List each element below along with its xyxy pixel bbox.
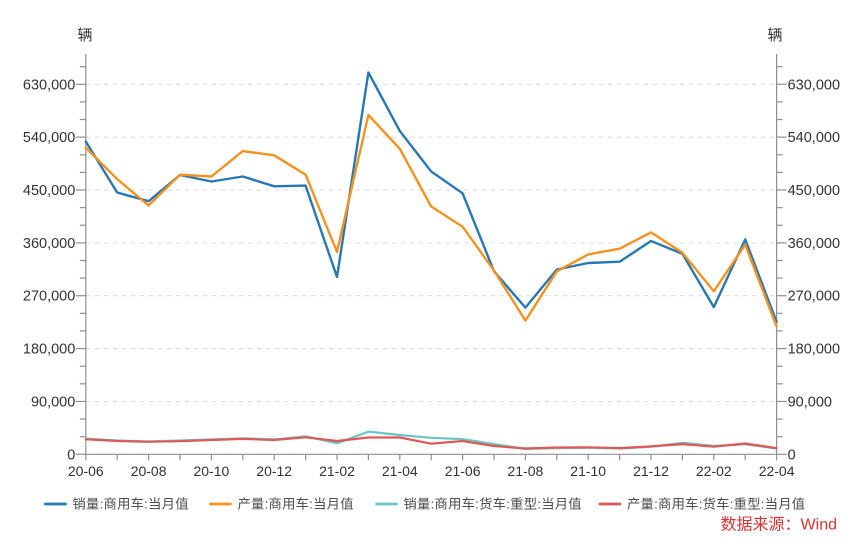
svg-text:辆: 辆 (77, 27, 92, 44)
svg-text:销量:商用车:货车:重型:当月值: 销量:商用车:货车:重型:当月值 (404, 496, 582, 512)
svg-text:630,000: 630,000 (788, 77, 840, 93)
svg-text:0: 0 (67, 447, 75, 463)
svg-text:22-04: 22-04 (759, 463, 795, 479)
svg-text:22-02: 22-02 (696, 463, 732, 479)
svg-text:180,000: 180,000 (788, 342, 840, 358)
svg-text:540,000: 540,000 (23, 130, 75, 146)
svg-text:产量:商用车:货车:重型:当月值: 产量:商用车:货车:重型:当月值 (627, 496, 805, 512)
svg-text:数据来源：Wind: 数据来源：Wind (721, 516, 837, 534)
svg-text:630,000: 630,000 (23, 77, 75, 93)
svg-text:270,000: 270,000 (788, 289, 840, 305)
svg-text:辆: 辆 (767, 27, 782, 44)
svg-text:450,000: 450,000 (23, 183, 75, 199)
svg-text:90,000: 90,000 (31, 394, 75, 410)
svg-text:21-02: 21-02 (319, 463, 355, 479)
svg-text:180,000: 180,000 (23, 342, 75, 358)
svg-text:20-10: 20-10 (193, 463, 229, 479)
svg-text:21-06: 21-06 (445, 463, 481, 479)
svg-text:450,000: 450,000 (788, 183, 840, 199)
svg-text:270,000: 270,000 (23, 289, 75, 305)
svg-text:90,000: 90,000 (788, 394, 832, 410)
svg-text:20-12: 20-12 (256, 463, 292, 479)
svg-text:540,000: 540,000 (788, 130, 840, 146)
svg-text:21-10: 21-10 (570, 463, 606, 479)
svg-text:21-12: 21-12 (633, 463, 669, 479)
svg-text:21-08: 21-08 (507, 463, 543, 479)
svg-text:0: 0 (788, 447, 796, 463)
svg-text:360,000: 360,000 (788, 236, 840, 252)
svg-text:360,000: 360,000 (23, 236, 75, 252)
svg-text:20-08: 20-08 (131, 463, 167, 479)
svg-text:销量:商用车:当月值: 销量:商用车:当月值 (73, 496, 189, 512)
svg-text:20-06: 20-06 (68, 463, 104, 479)
svg-text:21-04: 21-04 (382, 463, 418, 479)
svg-text:产量:商用车:当月值: 产量:商用车:当月值 (238, 496, 354, 512)
